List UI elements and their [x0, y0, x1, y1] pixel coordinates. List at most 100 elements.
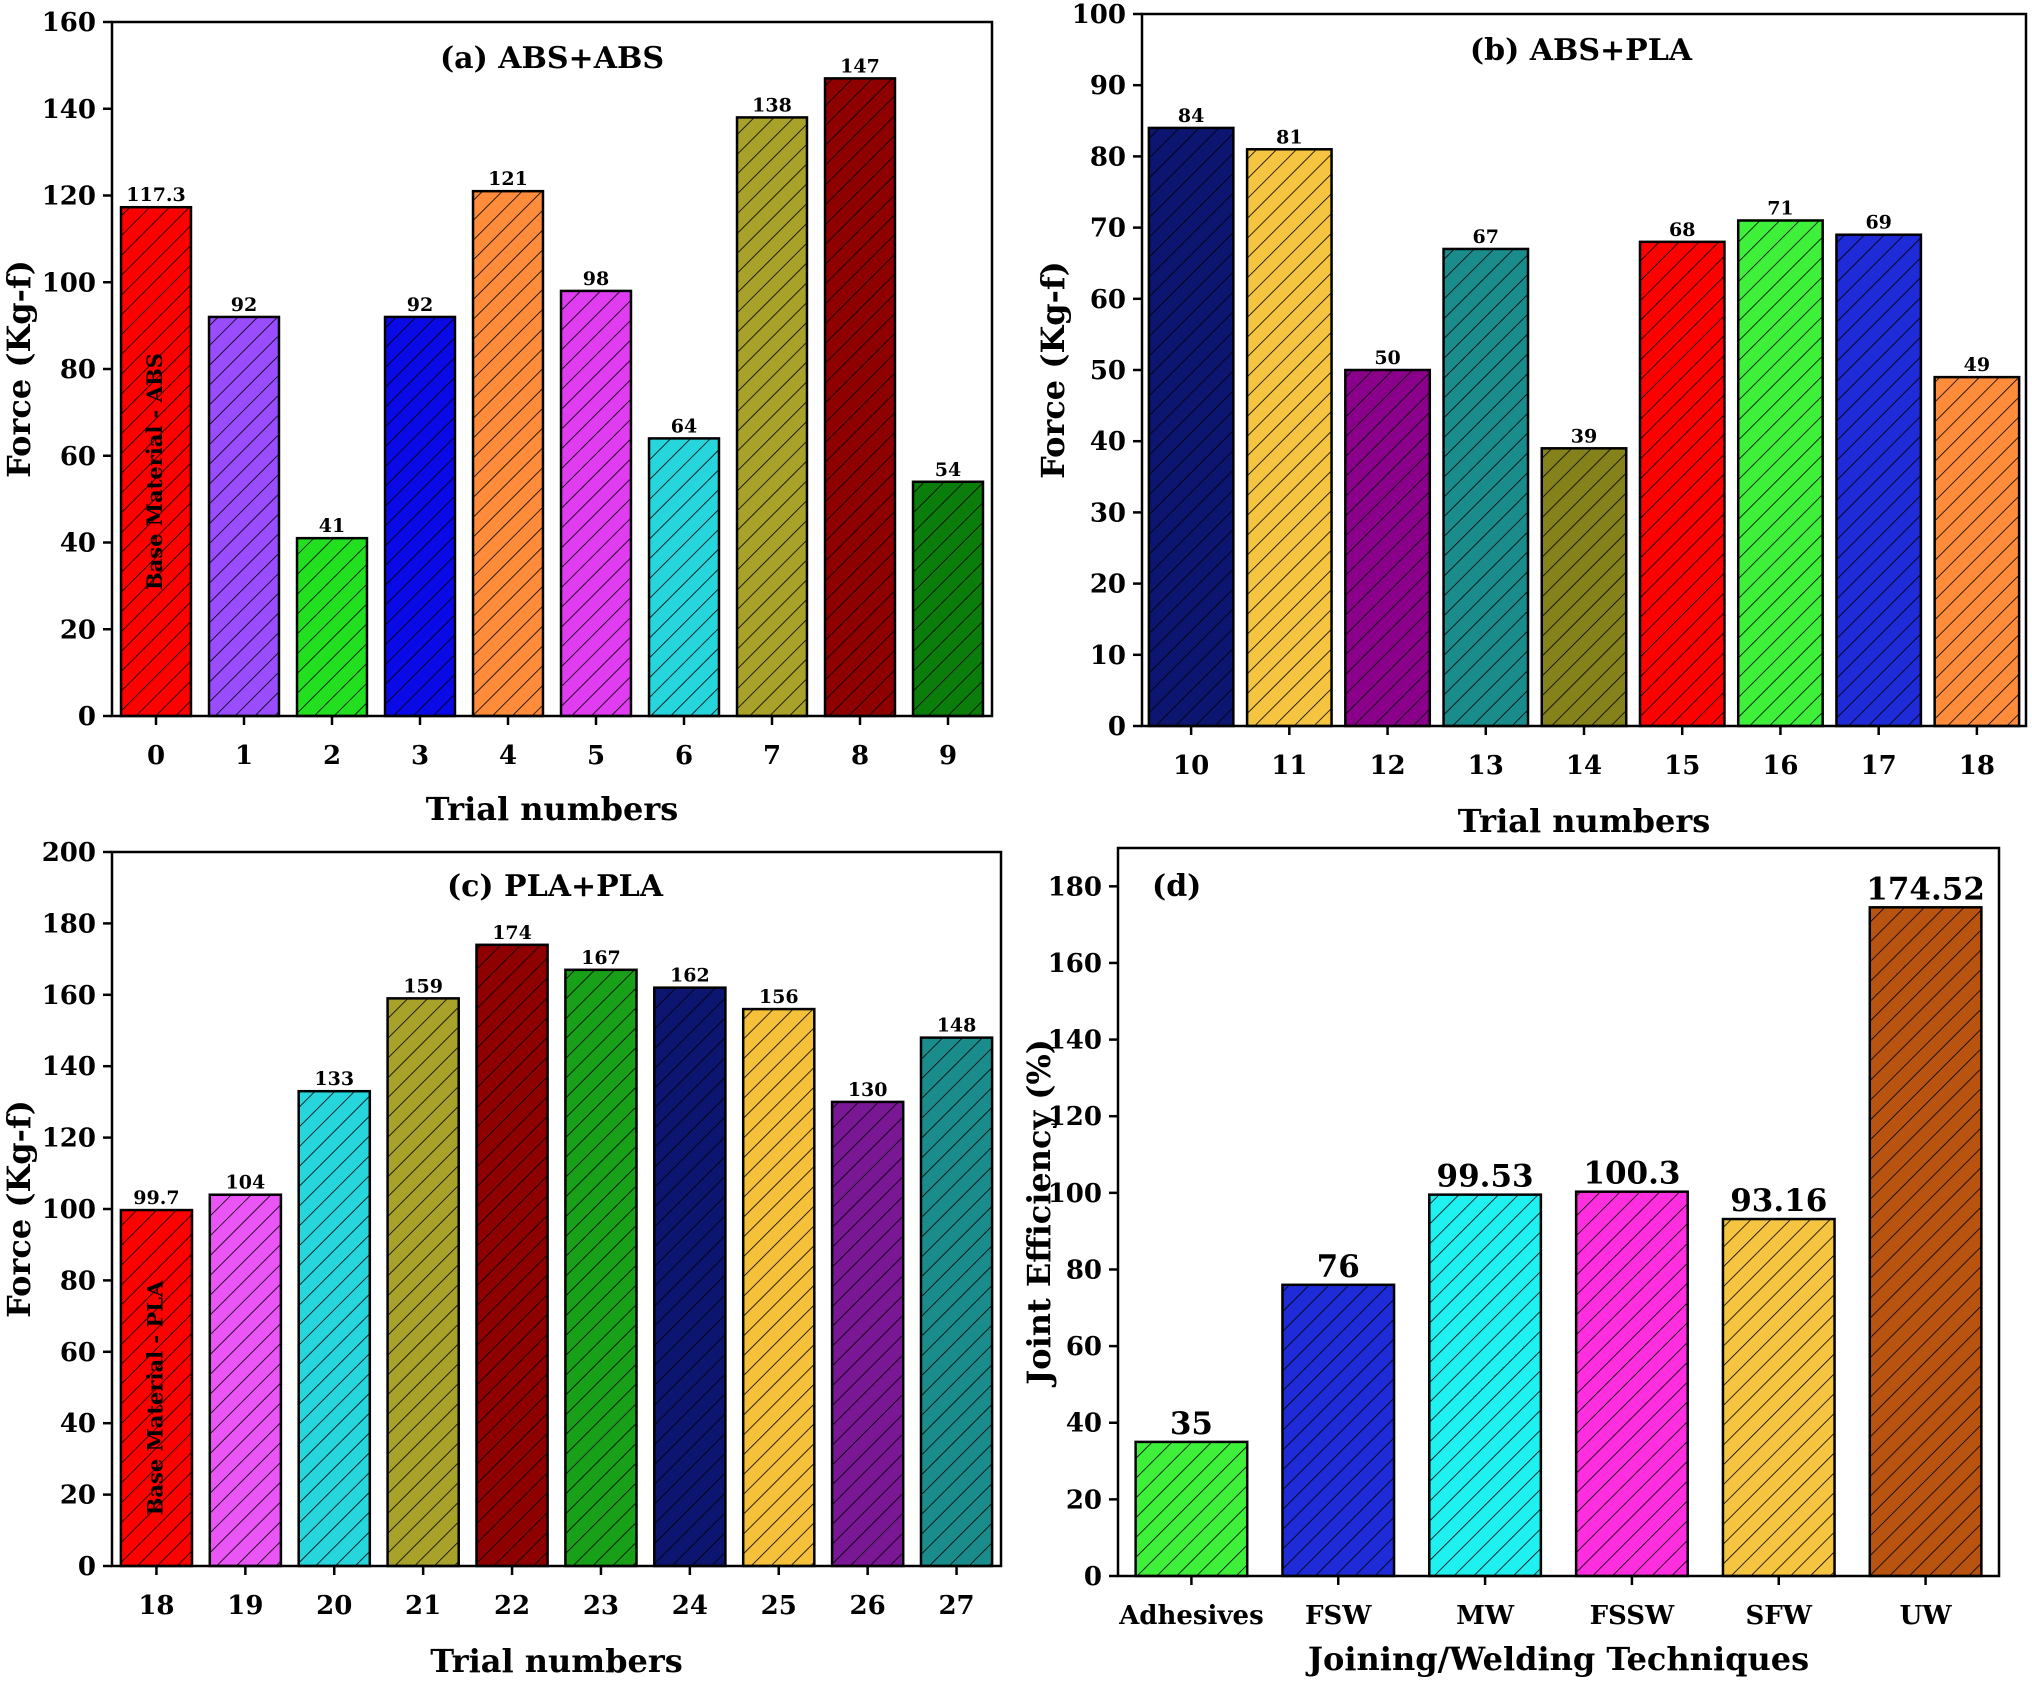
x-tick-label: 10 [1173, 751, 1209, 781]
y-axis-title: Force (Kg-f) [1034, 261, 1072, 479]
y-tick-label: 0 [1108, 712, 1126, 742]
bar-value-label: 50 [1374, 347, 1400, 369]
y-tick-label: 60 [60, 1338, 96, 1368]
base-material-note: Base Material - ABS [142, 353, 167, 590]
bar [475, 943, 549, 1568]
y-tick-label: 120 [1048, 1102, 1102, 1132]
bar-hatch [1721, 1217, 1836, 1578]
x-tick-label: 13 [1468, 751, 1504, 781]
x-tick-label: 27 [938, 1591, 974, 1621]
bar [564, 968, 638, 1568]
plot-frame [110, 850, 1003, 1568]
bar-hatch [1147, 126, 1235, 728]
x-tick-label: 24 [672, 1591, 708, 1621]
bar-value-label: 39 [1571, 425, 1597, 447]
bar [1574, 1190, 1689, 1578]
y-tick-label: 100 [42, 268, 96, 298]
bar [559, 289, 633, 718]
panel-c: 99.7 18 104 19 133 20 159 21 174 22 167 23 162 24 156 2… [0, 838, 1003, 1680]
bar-value-label: 71 [1767, 197, 1793, 219]
bar-value-label: 69 [1865, 212, 1891, 234]
bar-value-label: 81 [1276, 126, 1302, 148]
bar-hatch [823, 77, 897, 718]
y-tick-label: 120 [42, 182, 96, 212]
bar-hatch [1933, 375, 2021, 728]
plot-frame [1140, 12, 2028, 728]
y-tick-label: 140 [42, 95, 96, 125]
y-axis-title: Force (Kg-f) [0, 260, 38, 478]
x-axis-title: Trial numbers [1458, 802, 1711, 840]
bar [1540, 447, 1628, 728]
panel-title: (d) [1152, 869, 1201, 904]
bar-value-label: 92 [231, 294, 257, 316]
y-tick-label: 140 [1048, 1026, 1102, 1056]
panel-b: 84 10 81 11 50 12 67 13 39 14 68 15 71 16 69 17 49 18 0 10 2… [1034, 0, 2028, 840]
x-axis-title: Trial numbers [430, 1642, 683, 1680]
y-axis-title: Force (Kg-f) [0, 1100, 38, 1318]
bar-value-label: 35 [1170, 1406, 1213, 1442]
bar-hatch [647, 437, 721, 718]
y-tick-label: 20 [1066, 1485, 1102, 1515]
y-tick-label: 180 [42, 909, 96, 939]
bar [208, 1193, 283, 1568]
bar-value-label: 98 [583, 268, 609, 290]
bar-hatch [386, 997, 460, 1568]
plot-frame [1116, 846, 2001, 1578]
x-tick-label: 19 [227, 1591, 263, 1621]
y-tick-label: 80 [60, 1266, 96, 1296]
bar-value-label: 162 [670, 965, 710, 987]
x-tick-label: 9 [939, 741, 957, 771]
bar-hatch [297, 1089, 372, 1568]
bar-value-label: 167 [581, 947, 621, 969]
y-tick-label: 160 [42, 8, 96, 38]
x-tick-label: 16 [1762, 751, 1798, 781]
bar [471, 189, 545, 718]
bar-value-label: 104 [226, 1172, 266, 1194]
bar [735, 116, 809, 718]
bar [1134, 1440, 1249, 1578]
bar [647, 437, 721, 718]
y-tick-label: 90 [1090, 71, 1126, 101]
x-tick-label: MW [1456, 1601, 1515, 1631]
y-tick-label: 60 [60, 442, 96, 472]
panel-title: (a) ABS+ABS [440, 41, 664, 76]
bar-hatch [1245, 148, 1333, 728]
y-tick-label: 20 [1090, 570, 1126, 600]
bar-value-label: 68 [1669, 219, 1695, 241]
y-tick-label: 100 [42, 1195, 96, 1225]
bar-hatch [119, 1208, 194, 1568]
x-tick-label: 17 [1861, 751, 1897, 781]
bar-hatch [741, 1007, 816, 1568]
x-tick-label: 18 [138, 1591, 174, 1621]
bar [1442, 247, 1530, 728]
x-tick-label: 18 [1959, 751, 1995, 781]
bar-hatch [383, 315, 457, 718]
bar-value-label: 99.7 [133, 1187, 179, 1209]
y-tick-label: 60 [1090, 285, 1126, 315]
x-tick-label: 0 [147, 741, 165, 771]
x-tick-label: 5 [587, 741, 605, 771]
bar [1835, 233, 1923, 728]
bar-value-label: 138 [752, 94, 792, 116]
y-tick-label: 80 [60, 355, 96, 385]
bar [653, 986, 727, 1568]
bar-hatch [830, 1100, 905, 1568]
bar-value-label: 174 [492, 922, 532, 944]
y-tick-label: 60 [1066, 1332, 1102, 1362]
bar-hatch [559, 289, 633, 718]
panel-title: (c) PLA+PLA [447, 869, 664, 904]
bar [1428, 1193, 1543, 1578]
x-tick-label: 4 [499, 741, 517, 771]
bar [1933, 375, 2021, 728]
y-tick-label: 70 [1090, 214, 1126, 244]
bar-hatch [475, 943, 549, 1568]
bar [1147, 126, 1235, 728]
panel-a: 117.3 0 92 1 41 2 92 3 121 4 98 5 64 6 138 7 147 8 54 9 0 20 4… [0, 8, 994, 828]
bar [1281, 1283, 1396, 1578]
y-tick-label: 200 [42, 838, 96, 868]
bar-hatch [1428, 1193, 1543, 1578]
y-tick-label: 80 [1066, 1255, 1102, 1285]
bar-hatch [1134, 1440, 1249, 1578]
y-tick-label: 20 [60, 1481, 96, 1511]
bar-hatch [653, 986, 727, 1568]
